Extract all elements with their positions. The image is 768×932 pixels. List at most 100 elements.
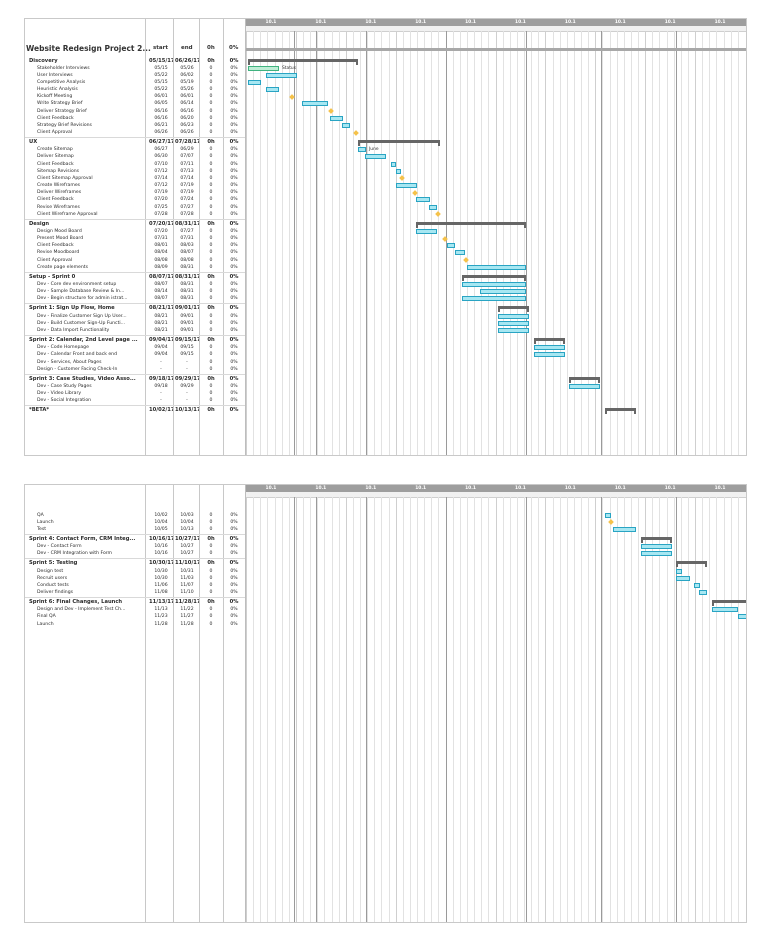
task-row[interactable]: Dev - Data Import Functionality 08/21 09/0… [25, 327, 245, 334]
task-row[interactable]: Dev - Services, About Pages - - 0 0% [25, 359, 245, 366]
task-row[interactable]: Conduct tests 11/06 11/07 0 0% [25, 582, 245, 589]
task-row[interactable]: Client Wireframe Approval 07/28 07/28 0 0% [25, 211, 245, 218]
task-row[interactable]: Client Feedback 07/20 07/24 0 0% [25, 196, 245, 203]
task-group-row[interactable]: Setup - Sprint 0 08/07/17 08/31/17 0h 0% [25, 274, 245, 281]
task-bar[interactable] [613, 526, 636, 532]
task-row[interactable]: Present Mood Board 07/31 07/31 0 0% [25, 235, 245, 242]
summary-bar[interactable] [534, 338, 565, 345]
task-bar[interactable] [330, 115, 343, 121]
summary-bar[interactable] [676, 561, 707, 568]
task-bar[interactable] [498, 327, 529, 333]
task-row[interactable]: Design Mood Board 07/20 07/27 0 0% [25, 228, 245, 235]
task-row[interactable]: Dev - Contact Form 10/16 10/27 0 0% [25, 543, 245, 550]
task-row[interactable]: Client Feedback 08/01 08/03 0 0% [25, 242, 245, 249]
task-row[interactable]: Client Feedback 06/16 06/20 0 0% [25, 115, 245, 122]
task-row[interactable]: Recruit users 10/30 11/03 0 0% [25, 575, 245, 582]
task-row[interactable]: Revise Wireframes 07/25 07/27 0 0% [25, 204, 245, 211]
task-bar[interactable] [462, 296, 526, 302]
task-row[interactable]: Write Strategy Brief 06/05 06/14 0 0% [25, 100, 245, 107]
task-row[interactable]: Dev - Social Integration - - 0 0% [25, 397, 245, 404]
summary-bar[interactable] [605, 408, 636, 415]
task-bar[interactable] [738, 614, 746, 620]
task-row[interactable]: Dev - Begin structure for admin istrat..… [25, 295, 245, 302]
task-bar[interactable] [534, 345, 565, 351]
task-group-row[interactable]: Sprint 1: Sign Up Flow, Home 08/21/17 09/0… [25, 305, 245, 312]
task-row[interactable]: Dev - Case Study Pages 09/18 09/29 0 0% [25, 383, 245, 390]
task-bar[interactable] [676, 568, 682, 574]
task-row[interactable]: Competitive Analysis 05/15 05/19 0 0% [25, 79, 245, 86]
task-row[interactable]: Create page elements 08/09 08/31 0 0% [25, 264, 245, 271]
task-row[interactable]: Launch 10/04 10/04 0 0% [25, 519, 245, 526]
milestone-marker[interactable] [435, 211, 441, 217]
task-row[interactable]: Dev - Sample Database Review & In... 08/1… [25, 288, 245, 295]
task-bar[interactable] [699, 590, 707, 595]
summary-bar[interactable] [462, 274, 526, 281]
summary-bar[interactable] [416, 221, 526, 228]
task-row[interactable]: Dev - Core dev environment setup 08/07 08/… [25, 281, 245, 288]
task-row[interactable]: Client Sitemap Approval 07/14 07/14 0 0% [25, 175, 245, 182]
task-bar[interactable] [467, 264, 526, 270]
task-row[interactable]: Design and Dev - Implement Test Ch... 11/… [25, 606, 245, 613]
summary-bar[interactable] [712, 600, 746, 607]
task-group-row[interactable]: *BETA* 10/02/17 10/13/17 0h 0% [25, 407, 245, 414]
task-row[interactable]: Deliver Strategy Brief 06/16 06/16 0 0% [25, 108, 245, 115]
task-row[interactable]: Client Approval 08/08 08/08 0 0% [25, 257, 245, 264]
task-bar[interactable] [266, 72, 297, 78]
task-bar[interactable] [498, 313, 529, 319]
task-bar[interactable] [416, 228, 437, 234]
task-bar[interactable] [248, 79, 261, 85]
task-row[interactable]: Dev - CRM Integration with Form 10/16 10/2… [25, 550, 245, 557]
task-row[interactable]: Dev - Finalize Customer Sign Up User... 0… [25, 313, 245, 320]
summary-bar[interactable] [358, 140, 440, 147]
task-row[interactable]: Create Wireframes 07/12 07/19 0 0% [25, 182, 245, 189]
task-row[interactable]: Revise Moodboard 08/04 08/07 0 0% [25, 249, 245, 256]
task-bar[interactable] [455, 250, 465, 256]
task-group-row[interactable]: Sprint 6: Final Changes, Launch 11/13/17 1… [25, 599, 245, 606]
task-row[interactable]: Design - Customer Facing Check-In - - 0 0% [25, 366, 245, 373]
task-group-row[interactable]: Sprint 4: Contact Form, CRM Integ... 10/1… [25, 536, 245, 543]
task-bar[interactable] [429, 204, 437, 210]
milestone-marker[interactable] [328, 108, 334, 114]
task-row[interactable]: Client Approval 06/26 06/26 0 0% [25, 129, 245, 136]
task-row[interactable]: Dev - Build Customer Sign-Up Functi... 08… [25, 320, 245, 327]
task-bar[interactable] [462, 282, 526, 287]
summary-bar[interactable] [248, 58, 358, 65]
task-bar[interactable] [712, 607, 738, 613]
task-row[interactable]: QA 10/02 10/03 0 0% [25, 512, 245, 519]
task-bar[interactable] [605, 512, 611, 518]
task-row[interactable]: Test 10/05 10/13 0 0% [25, 526, 245, 533]
task-bar[interactable] [569, 383, 600, 389]
task-row[interactable]: Stakeholder Interviews 05/15 05/26 0 0% [25, 65, 245, 72]
task-row[interactable]: Launch 11/28 11/28 0 0% [25, 621, 245, 628]
task-bar[interactable] [534, 352, 565, 358]
summary-bar[interactable] [569, 376, 600, 383]
task-row[interactable]: Sitemap Revisions 07/12 07/13 0 0% [25, 168, 245, 175]
task-bar[interactable] [447, 243, 455, 249]
task-group-row[interactable]: Design 07/20/17 08/31/17 0h 0% [25, 221, 245, 228]
task-row[interactable]: Client Feedback 07/10 07/11 0 0% [25, 161, 245, 168]
task-row[interactable]: Dev - Video Library - - 0 0% [25, 390, 245, 397]
milestone-marker[interactable] [353, 129, 359, 136]
task-group-row[interactable]: Sprint 2: Calendar, 2nd Level page ... 09… [25, 337, 245, 344]
task-bar[interactable] [365, 154, 386, 160]
task-row[interactable]: Deliver Wireframes 07/19 07/19 0 0% [25, 189, 245, 196]
task-bar[interactable] [416, 197, 430, 203]
summary-bar[interactable] [641, 536, 672, 543]
milestone-marker[interactable] [399, 175, 405, 182]
task-bar[interactable] [694, 582, 700, 588]
task-row[interactable]: Strategy Brief Revisions 06/21 06/23 0 0% [25, 122, 245, 129]
summary-bar[interactable] [498, 306, 529, 313]
task-bar[interactable] [342, 122, 350, 128]
task-group-row[interactable]: Sprint 3: Case Studies, Video Asso... 09/… [25, 376, 245, 383]
task-row[interactable]: User Interviews 05/22 06/02 0 0% [25, 72, 245, 79]
task-row[interactable]: Heuristic Analysis 05/22 05/26 0 0% [25, 86, 245, 93]
task-bar[interactable] [641, 551, 672, 557]
task-bar[interactable] [391, 161, 396, 167]
task-bar[interactable] [396, 183, 417, 189]
task-bar[interactable] [396, 168, 401, 174]
task-group-row[interactable]: UX 06/27/17 07/28/17 0h 0% [25, 139, 245, 146]
task-group-row[interactable]: Sprint 5: Testing 10/30/17 11/10/17 0h 0% [25, 560, 245, 567]
task-bar[interactable] [480, 289, 526, 295]
task-bar[interactable] [676, 575, 690, 581]
task-bar[interactable] [498, 320, 529, 326]
